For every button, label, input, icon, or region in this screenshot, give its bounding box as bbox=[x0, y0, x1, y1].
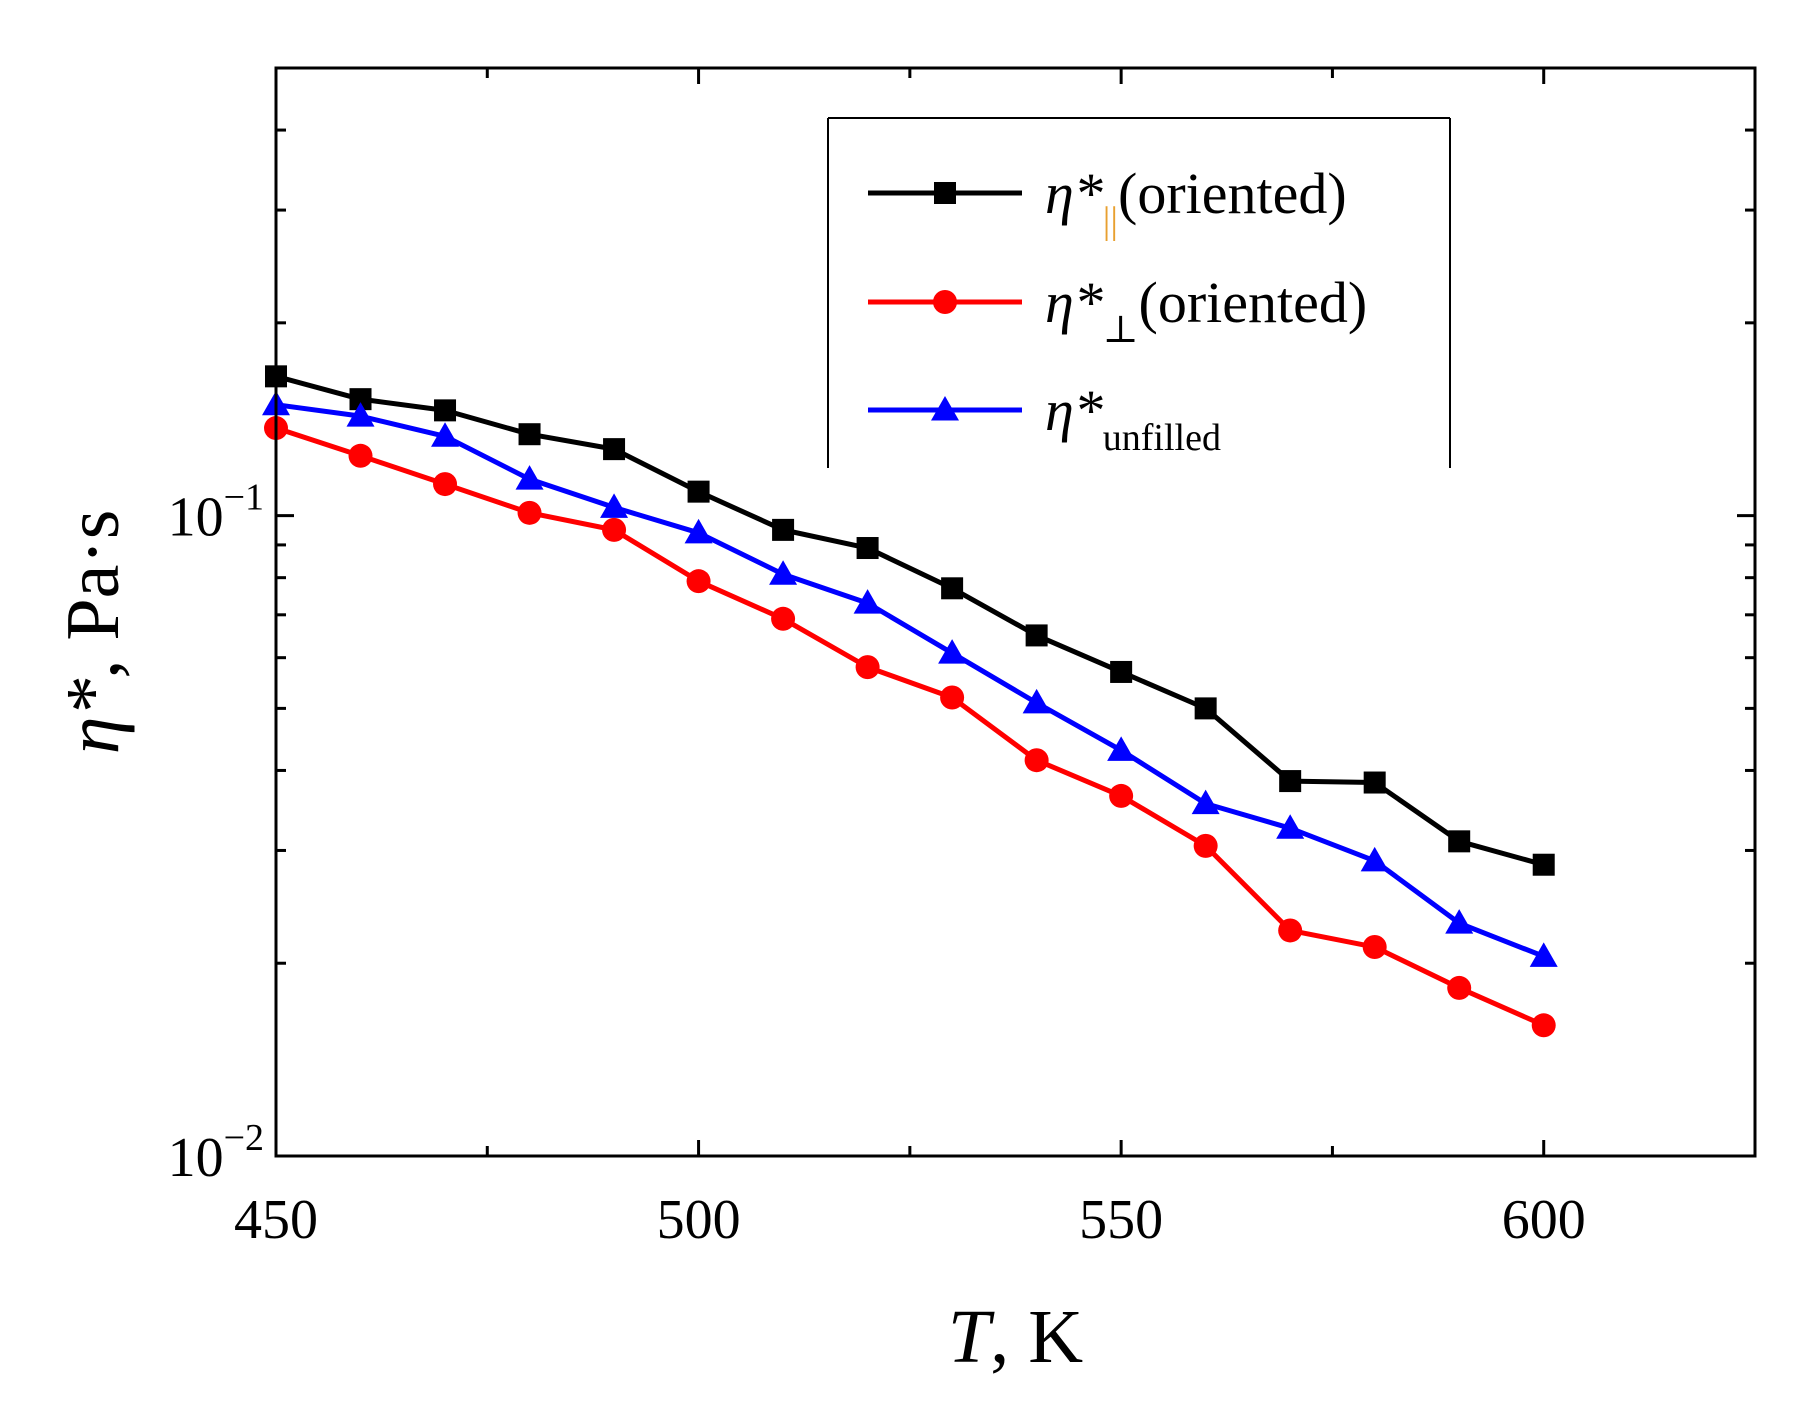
data-point bbox=[1448, 830, 1471, 853]
data-point bbox=[349, 388, 372, 411]
data-point bbox=[1193, 833, 1218, 858]
x-axis-label: T, K bbox=[948, 1295, 1083, 1379]
plot-area-frame bbox=[274, 66, 1757, 1158]
data-point bbox=[938, 639, 967, 664]
data-point bbox=[941, 577, 964, 600]
data-point bbox=[602, 517, 627, 542]
legend-label: η*unfilled bbox=[1045, 378, 1221, 459]
data-point bbox=[1194, 697, 1217, 720]
data-point bbox=[518, 423, 541, 446]
legend-item: η*unfilled bbox=[868, 378, 1221, 459]
data-point bbox=[1447, 975, 1472, 1000]
data-point bbox=[603, 438, 626, 461]
data-point bbox=[934, 182, 956, 204]
data-point bbox=[856, 537, 879, 560]
data-point bbox=[1360, 846, 1389, 872]
data-point bbox=[1445, 909, 1474, 934]
data-point bbox=[1363, 771, 1386, 794]
y-axis-label: η*, Pa·s bbox=[51, 510, 135, 755]
data-point bbox=[348, 443, 373, 468]
series-group bbox=[265, 365, 1555, 876]
data-point bbox=[933, 290, 957, 314]
y-tick-label: 10−1 bbox=[168, 477, 264, 549]
data-point bbox=[1276, 814, 1305, 839]
series-line bbox=[275, 373, 1545, 868]
data-point bbox=[1362, 935, 1387, 960]
data-point bbox=[769, 560, 798, 585]
data-point bbox=[433, 472, 458, 497]
series-group bbox=[264, 416, 1556, 1038]
legend-label: η*||(oriented) bbox=[1045, 161, 1347, 242]
x-tick-label: 500 bbox=[657, 1189, 741, 1251]
data-point bbox=[853, 589, 882, 614]
data-point bbox=[1022, 688, 1051, 714]
data-point bbox=[1024, 748, 1049, 773]
legend-item: η*||(oriented) bbox=[868, 161, 1347, 242]
data-point bbox=[1191, 789, 1220, 815]
data-point bbox=[772, 518, 795, 541]
data-point bbox=[940, 685, 965, 710]
series-group bbox=[262, 390, 1558, 967]
data-point bbox=[687, 480, 710, 503]
data-point bbox=[1278, 918, 1303, 943]
data-point bbox=[1532, 853, 1555, 876]
data-point bbox=[771, 606, 796, 631]
data-point bbox=[931, 396, 959, 421]
data-point bbox=[1110, 660, 1133, 683]
data-point bbox=[1531, 1013, 1556, 1038]
data-point bbox=[1109, 783, 1134, 808]
legend-label: η*⊥(oriented) bbox=[1045, 270, 1367, 351]
series-layer bbox=[262, 365, 1558, 1038]
legend: η*||(oriented) η*⊥(oriented) η*unfilled bbox=[827, 117, 1451, 468]
tick-labels: 450 500 550 600 10−1 10−2 bbox=[168, 477, 1586, 1251]
data-point bbox=[515, 465, 544, 490]
data-point bbox=[686, 569, 711, 594]
data-point bbox=[1279, 770, 1302, 793]
series-line bbox=[275, 402, 1545, 959]
x-tick-label: 450 bbox=[234, 1189, 318, 1251]
y-tick-label: 10−2 bbox=[168, 1117, 264, 1189]
data-point bbox=[1529, 942, 1558, 967]
legend-item: η*⊥(oriented) bbox=[868, 270, 1367, 351]
data-point bbox=[431, 422, 460, 447]
data-point bbox=[346, 402, 375, 427]
data-point bbox=[517, 500, 542, 525]
x-tick-label: 600 bbox=[1502, 1189, 1586, 1251]
data-point bbox=[1025, 624, 1048, 647]
data-point bbox=[684, 518, 713, 544]
x-tick-label: 550 bbox=[1079, 1189, 1163, 1251]
series-line bbox=[275, 425, 1545, 1028]
data-point bbox=[1107, 736, 1136, 761]
data-point bbox=[855, 655, 880, 680]
data-point bbox=[600, 493, 629, 518]
data-point bbox=[434, 399, 457, 422]
